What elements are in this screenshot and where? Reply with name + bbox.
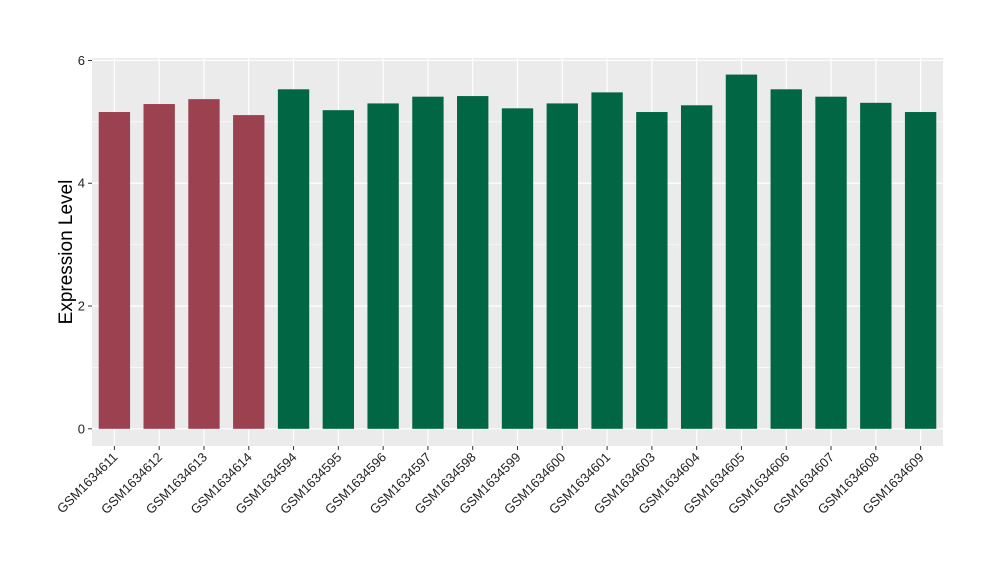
- bar-GSM1634603: [636, 112, 668, 429]
- bar-GSM1634604: [680, 105, 713, 429]
- bar-GSM1634607: [815, 96, 847, 429]
- bar-GSM1634601: [591, 92, 623, 429]
- y-axis-title: Expression Level: [56, 180, 77, 325]
- bar-GSM1634609: [904, 112, 937, 429]
- bar-GSM1634596: [367, 103, 399, 429]
- bar-GSM1634598: [457, 96, 489, 429]
- bar-GSM1634605: [725, 74, 758, 429]
- bar-GSM1634611: [98, 112, 131, 429]
- bar-GSM1634599: [501, 108, 534, 429]
- y-tick-label: 2: [78, 299, 85, 314]
- x-axis: GSM1634611GSM1634612GSM1634613GSM1634614…: [54, 446, 927, 517]
- bars: [98, 74, 937, 429]
- bar-GSM1634594: [277, 89, 310, 429]
- y-tick-label: 4: [78, 176, 85, 191]
- bar-GSM1634606: [770, 89, 802, 429]
- bar-GSM1634613: [188, 99, 220, 429]
- bar-GSM1634608: [860, 102, 892, 429]
- bar-GSM1634600: [546, 103, 578, 429]
- bar-GSM1634597: [412, 96, 444, 429]
- bar-GSM1634612: [143, 104, 175, 429]
- y-tick-label: 0: [78, 421, 85, 436]
- y-axis: 0 2 4 6: [78, 53, 92, 436]
- bar-GSM1634614: [233, 115, 265, 429]
- y-tick-label: 6: [78, 53, 85, 68]
- bar-GSM1634595: [322, 110, 355, 429]
